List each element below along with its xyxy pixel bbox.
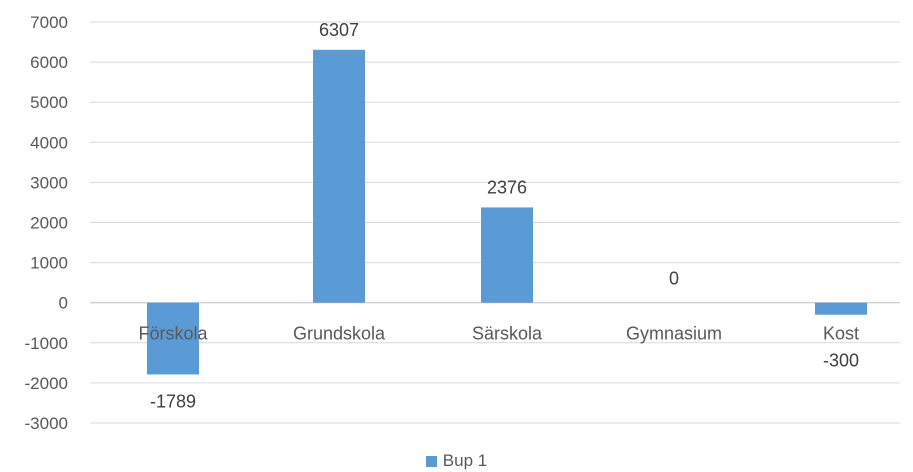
bar-grundskola <box>313 49 365 303</box>
data-label: -300 <box>823 351 859 371</box>
y-tick-label: 4000 <box>30 133 68 152</box>
bar-särskola <box>481 207 533 303</box>
data-label: -1789 <box>150 391 196 411</box>
data-label: 0 <box>669 269 679 289</box>
y-tick-label: 7000 <box>30 13 68 32</box>
y-tick-label: 2000 <box>30 214 68 233</box>
legend: Bup 1 <box>0 451 913 471</box>
y-tick-label: 3000 <box>30 173 68 192</box>
category-label: Grundskola <box>293 324 386 344</box>
y-tick-label: -1000 <box>25 334 68 353</box>
y-tick-label: 0 <box>59 294 68 313</box>
bars <box>147 49 867 375</box>
bar-kost <box>815 302 867 315</box>
legend-swatch <box>425 455 437 467</box>
y-tick-label: 5000 <box>30 93 68 112</box>
y-axis-tick-labels: 7000 6000 5000 4000 3000 2000 1000 0 -1000 -2000 -… <box>25 13 68 433</box>
data-labels: -1789 6307 2376 0 -300 <box>150 20 859 412</box>
y-tick-label: 6000 <box>30 53 68 72</box>
category-label: Särskola <box>472 324 543 344</box>
legend-series-name: Bup 1 <box>442 451 488 470</box>
category-labels: Förskola Grundskola Särskola Gymnasium Kost <box>138 324 859 344</box>
data-label: 2376 <box>487 177 527 197</box>
category-label: Förskola <box>138 324 208 344</box>
category-label: Kost <box>823 324 859 344</box>
category-label: Gymnasium <box>626 324 722 344</box>
y-tick-label: -2000 <box>25 374 68 393</box>
data-label: 6307 <box>319 20 359 40</box>
y-tick-label: 1000 <box>30 254 68 273</box>
y-tick-label: -3000 <box>25 414 68 433</box>
bar-förskola <box>147 302 199 375</box>
